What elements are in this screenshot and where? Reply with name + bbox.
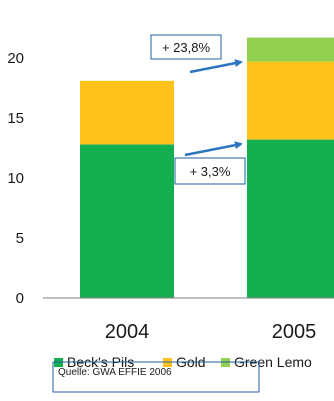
y-tick-label: 15 (7, 110, 24, 127)
bar-2004-gold (80, 80, 174, 145)
source-frame (52, 361, 260, 393)
annotation-box (150, 34, 222, 60)
bar-2005-gold (247, 61, 334, 140)
annotations: + 23,8% + 3,3% (150, 34, 246, 185)
annotation-box (174, 157, 246, 185)
bars (80, 37, 334, 298)
legend-label: Green Lemo (234, 354, 312, 370)
y-axis: 0 5 10 15 20 (7, 50, 24, 307)
annotation-label: + 23,8% (162, 40, 211, 55)
annotation-arrow (189, 59, 243, 74)
source-box: Quelle: GWA EFFIE 2006 (52, 361, 260, 393)
bar-2005-beck-s-pils (247, 139, 334, 298)
x-tick-label: 2005 (272, 321, 317, 343)
x-axis: 2004 2005 (43, 297, 334, 343)
bar-2005-green-lemo (247, 37, 334, 62)
y-tick-label: 5 (16, 230, 24, 247)
y-tick-label: 0 (16, 290, 24, 307)
bar-2004-beck-s-pils (80, 144, 174, 298)
annotation-label: + 3,3% (190, 164, 231, 179)
y-tick-label: 10 (7, 170, 24, 187)
annotation-arrow (184, 141, 243, 157)
source-text: Quelle: GWA EFFIE 2006 (58, 367, 172, 378)
x-tick-label: 2004 (105, 321, 150, 343)
y-tick-label: 20 (7, 50, 24, 67)
